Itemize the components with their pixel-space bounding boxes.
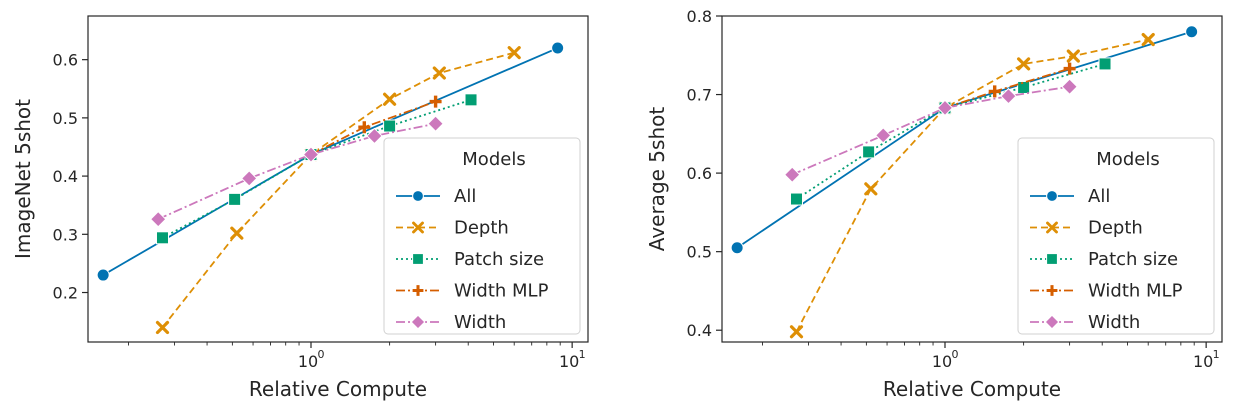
legend-entry-label: Patch size bbox=[454, 249, 544, 270]
data-point bbox=[1066, 49, 1080, 63]
y-tick-label: 0.6 bbox=[53, 51, 78, 70]
series-width bbox=[150, 115, 444, 228]
data-point bbox=[862, 145, 876, 159]
data-point bbox=[988, 85, 1001, 98]
y-tick-label: 0.4 bbox=[687, 321, 712, 340]
series-line bbox=[161, 51, 515, 329]
data-point bbox=[507, 46, 521, 60]
legend-title: Models bbox=[1096, 149, 1159, 170]
legend-box bbox=[1017, 137, 1215, 335]
x-tick-exponent: 0 bbox=[317, 348, 324, 361]
legend: Models All Depth Patch size Width MLP Width bbox=[383, 137, 581, 335]
y-tick-label: 0.3 bbox=[53, 225, 78, 244]
x-tick-exponent: 0 bbox=[951, 348, 958, 361]
legend-entry-label: Width bbox=[454, 312, 506, 333]
x-tick-label: 10 bbox=[1193, 352, 1213, 371]
y-tick-label: 0.5 bbox=[687, 243, 712, 262]
data-point bbox=[155, 320, 170, 335]
x-tick-label: 10 bbox=[559, 352, 579, 371]
x-axis-label: Relative Compute bbox=[249, 377, 427, 401]
data-point bbox=[432, 66, 446, 80]
legend-entry-label: Width MLP bbox=[454, 281, 549, 302]
data-point bbox=[241, 170, 258, 187]
data-point bbox=[784, 166, 801, 183]
data-point bbox=[302, 146, 320, 163]
data-point bbox=[358, 121, 371, 134]
legend: Models All Depth Patch size Width MLP Width bbox=[1017, 137, 1215, 335]
legend-marker bbox=[1046, 253, 1058, 265]
series-depth bbox=[155, 46, 521, 335]
y-tick-label: 0.5 bbox=[53, 109, 78, 128]
legend-entry-label: Depth bbox=[454, 218, 509, 239]
data-point bbox=[789, 325, 804, 339]
data-point bbox=[1000, 87, 1017, 105]
legend-marker bbox=[1046, 190, 1058, 202]
data-point bbox=[383, 92, 397, 106]
y-tick-label: 0.8 bbox=[687, 7, 712, 26]
legend-marker bbox=[1046, 221, 1058, 234]
legend-entry-label: Patch size bbox=[1088, 249, 1178, 270]
legend-entry-label: Width bbox=[1088, 312, 1140, 333]
x-tick-label: 10 bbox=[932, 352, 952, 371]
data-point bbox=[150, 210, 167, 228]
data-point bbox=[464, 93, 478, 107]
data-point bbox=[551, 41, 565, 55]
legend-marker bbox=[412, 190, 424, 202]
legend-marker bbox=[410, 314, 426, 330]
y-axis-label: ImageNet 5shot bbox=[11, 99, 35, 259]
data-point bbox=[155, 231, 169, 245]
legend-entry-label: All bbox=[1088, 186, 1110, 207]
data-point bbox=[366, 127, 383, 145]
data-point bbox=[429, 95, 442, 108]
series-width bbox=[784, 78, 1078, 183]
legend-title: Models bbox=[462, 149, 525, 170]
legend-entry-label: All bbox=[454, 186, 476, 207]
data-point bbox=[230, 226, 244, 240]
y-tick-label: 0.6 bbox=[687, 164, 712, 183]
legend-marker bbox=[412, 253, 424, 265]
data-point bbox=[1063, 62, 1076, 75]
legend-marker bbox=[1046, 285, 1058, 296]
legend-marker bbox=[1044, 314, 1060, 330]
data-point bbox=[936, 99, 954, 117]
legend-box bbox=[383, 137, 581, 335]
legend-marker bbox=[412, 285, 424, 296]
legend-entry-label: Width MLP bbox=[1088, 281, 1183, 302]
data-point bbox=[1061, 78, 1078, 95]
data-point bbox=[1017, 80, 1031, 94]
legend-entry-label: Depth bbox=[1088, 218, 1143, 239]
data-point bbox=[1141, 32, 1155, 47]
y-tick-label: 0.2 bbox=[53, 284, 78, 303]
data-point bbox=[730, 241, 744, 255]
series-patch-size bbox=[789, 57, 1112, 206]
data-point bbox=[383, 119, 397, 133]
data-point bbox=[864, 182, 878, 196]
data-point bbox=[96, 268, 110, 282]
x-tick-label: 10 bbox=[298, 352, 318, 371]
data-point bbox=[1185, 25, 1199, 39]
data-point bbox=[427, 115, 444, 132]
series-line bbox=[795, 38, 1149, 333]
y-tick-label: 0.7 bbox=[687, 86, 712, 105]
x-tick-exponent: 1 bbox=[1213, 348, 1220, 361]
data-point bbox=[875, 127, 892, 144]
data-point bbox=[228, 192, 242, 206]
legend-marker bbox=[412, 221, 424, 234]
y-tick-label: 0.4 bbox=[53, 167, 78, 186]
x-tick-exponent: 1 bbox=[579, 348, 586, 361]
data-point bbox=[1098, 57, 1112, 71]
data-point bbox=[789, 192, 803, 206]
y-axis-label: Average 5shot bbox=[645, 107, 669, 252]
data-point bbox=[1017, 57, 1031, 71]
x-axis-label: Relative Compute bbox=[883, 377, 1061, 401]
